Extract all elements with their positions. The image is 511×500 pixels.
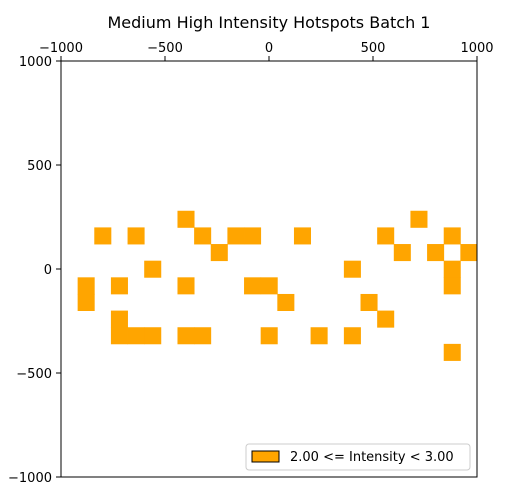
y-tick-label: 1000 (19, 55, 52, 70)
hotspot-cell (110, 310, 128, 328)
hotspot-cell (443, 343, 461, 361)
hotspot-cell (310, 327, 328, 345)
hotspot-cell (210, 244, 228, 262)
x-tick-label: −1000 (39, 41, 83, 56)
hotspot-cell (360, 293, 378, 311)
hotspot-cell (127, 227, 145, 245)
cells-layer (77, 210, 478, 361)
hotspot-cell (194, 327, 212, 345)
ticks-layer: −1000 −500 0 500 1000 1000 500 0 −500 −1000 (8, 41, 494, 486)
hotspot-cell (77, 293, 95, 311)
hotspot-cell (443, 227, 461, 245)
hotspot-cell (443, 277, 461, 295)
hotspot-cell (77, 277, 95, 295)
hotspot-cell (293, 227, 311, 245)
hotspot-cell (377, 310, 395, 328)
hotspot-cell (127, 327, 145, 345)
hotspot-cell (227, 227, 245, 245)
legend-box (245, 443, 471, 471)
hotspot-cell (427, 244, 445, 262)
hotspot-cell (377, 227, 395, 245)
hotspot-cell (393, 244, 411, 262)
hotspot-cell (194, 227, 212, 245)
hotspot-cell (110, 327, 128, 345)
legend-swatch (251, 450, 280, 463)
hotspot-cell (244, 277, 262, 295)
legend: 2.00 <= Intensity < 3.00 (245, 443, 471, 471)
hotspot-cell (177, 277, 195, 295)
hotspot-cell (343, 260, 361, 278)
y-tick-label: 500 (27, 159, 52, 174)
hotspot-cell (177, 327, 195, 345)
hotspot-cell (343, 327, 361, 345)
plot-frame (60, 60, 478, 478)
hotspot-cell (177, 210, 195, 228)
hotspot-cell (277, 293, 295, 311)
hotspot-cell (260, 277, 278, 295)
x-tick-label: 0 (265, 41, 273, 56)
hotspot-cell (460, 244, 478, 262)
y-tick-label: −1000 (8, 471, 52, 486)
y-tick-label: −500 (16, 367, 52, 382)
hotspot-cell (260, 327, 278, 345)
chart-title: Medium High Intensity Hotspots Batch 1 (108, 13, 431, 32)
hotspot-cell (94, 227, 112, 245)
x-tick-label: 500 (361, 41, 386, 56)
x-tick-label: 1000 (460, 41, 493, 56)
hotspot-cell (443, 260, 461, 278)
y-tick-label: 0 (44, 263, 52, 278)
x-tick-label: −500 (147, 41, 183, 56)
hotspot-cell (244, 227, 262, 245)
hotspot-cell (144, 327, 162, 345)
hotspot-cell (410, 210, 428, 228)
legend-label: 2.00 <= Intensity < 3.00 (290, 450, 454, 465)
hotspot-cell (144, 260, 162, 278)
hotspot-cell (110, 277, 128, 295)
